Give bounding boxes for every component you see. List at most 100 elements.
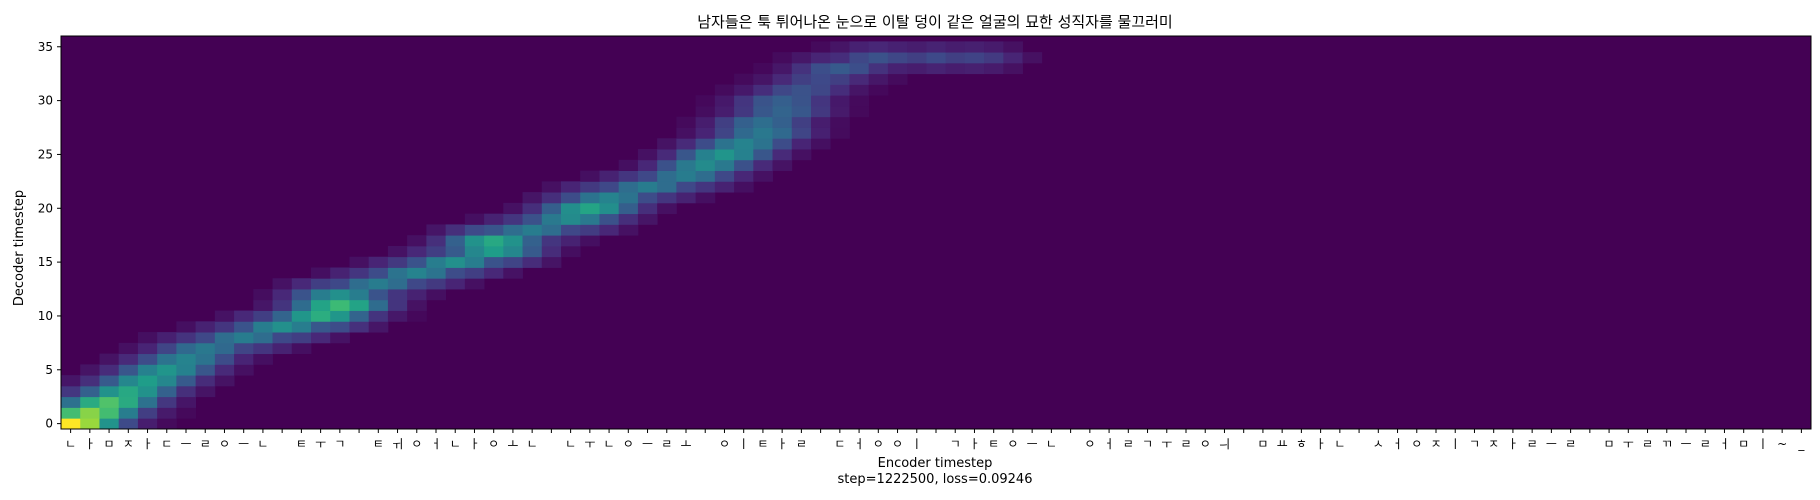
x-tick-label: ㅜ xyxy=(1623,437,1634,451)
heatmap-cell xyxy=(387,256,408,268)
heatmap-cell xyxy=(118,396,139,408)
x-tick-label: ㅡ xyxy=(238,437,249,451)
heatmap-cell xyxy=(407,245,427,258)
heatmap-cell xyxy=(907,41,927,53)
heatmap-cell xyxy=(407,289,427,301)
heatmap-cell xyxy=(349,321,370,333)
heatmap-cell xyxy=(657,149,677,161)
x-tick-label: ㅈ xyxy=(1430,437,1441,451)
heatmap-cell xyxy=(195,332,216,344)
heatmap-cell xyxy=(426,224,447,236)
heatmap-cell xyxy=(503,213,523,225)
heatmap-cell xyxy=(676,159,697,171)
heatmap-cell xyxy=(618,213,639,225)
x-tick-label: ㅓ xyxy=(1719,437,1730,451)
heatmap-cell xyxy=(811,105,831,118)
x-tick-label: ㅓ xyxy=(1392,437,1403,451)
heatmap-cell xyxy=(580,235,600,247)
heatmap-cell xyxy=(61,418,81,430)
heatmap-cell xyxy=(426,267,447,279)
heatmap-cell xyxy=(868,62,889,75)
heatmap-cell xyxy=(61,385,81,398)
heatmap-cell xyxy=(176,385,197,398)
x-tick-label: ㅜ xyxy=(584,437,595,451)
heatmap-cell xyxy=(618,202,639,215)
heatmap-cell xyxy=(541,192,562,204)
heatmap-cell xyxy=(561,181,581,193)
heatmap-cell xyxy=(118,385,139,398)
heatmap-cell xyxy=(330,267,350,279)
heatmap-cell xyxy=(811,73,831,85)
heatmap-cell xyxy=(926,52,947,64)
heatmap-cell xyxy=(214,342,235,355)
heatmap-cell xyxy=(176,407,197,419)
heatmap-cell xyxy=(811,138,831,150)
heatmap-cell xyxy=(311,278,331,290)
heatmap-cell xyxy=(772,62,793,75)
heatmap-cell xyxy=(349,267,370,279)
heatmap-cell xyxy=(99,396,120,408)
heatmap-cell xyxy=(522,224,543,236)
heatmap-cell xyxy=(349,310,370,322)
heatmap-cell xyxy=(368,289,389,301)
heatmap-cell xyxy=(484,245,504,258)
chart-title: 남자들은 툭 튀어나온 눈으로 이탈 덩이 같은 얼굴의 묘한 성직자를 물끄러… xyxy=(697,13,1172,31)
x-tick-label: ㄱ xyxy=(1469,437,1480,451)
heatmap-cell xyxy=(657,202,677,215)
heatmap-cell xyxy=(484,235,504,247)
heatmap-cell xyxy=(830,52,850,64)
heatmap-cell xyxy=(580,192,600,204)
heatmap-cell xyxy=(253,332,273,344)
x-tick-label: ㄴ xyxy=(65,437,76,451)
heatmap-cell xyxy=(561,202,581,215)
heatmap-cell xyxy=(80,385,100,398)
heatmap-cell xyxy=(195,353,216,365)
heatmap-cell xyxy=(484,224,504,236)
heatmap-cell xyxy=(734,138,754,150)
heatmap-cell xyxy=(849,62,870,75)
heatmap-cell xyxy=(137,396,158,408)
heatmap-cell xyxy=(714,127,735,139)
heatmap-cell xyxy=(791,127,812,139)
x-tick-label: ㅏ xyxy=(777,437,788,451)
x-tick-label: ~ xyxy=(1777,437,1787,451)
heatmap-cell xyxy=(349,299,370,311)
x-tick-label: ㅅ xyxy=(1373,437,1384,451)
heatmap-cell xyxy=(984,62,1004,75)
heatmap-cell xyxy=(118,353,139,365)
heatmap-cell xyxy=(464,213,485,225)
x-tick-label: ㄹ xyxy=(1700,437,1711,451)
heatmap-cell xyxy=(753,116,773,128)
heatmap-cell xyxy=(387,267,408,279)
heatmap-cell xyxy=(464,256,485,268)
heatmap-cell xyxy=(522,202,543,215)
heatmap-cell xyxy=(772,159,793,171)
x-tick-label: ㅗ xyxy=(680,437,691,451)
heatmap-cell xyxy=(791,116,812,128)
heatmap-cell xyxy=(349,278,370,290)
heatmap-cell xyxy=(657,170,677,182)
heatmap-cell xyxy=(868,73,889,85)
heatmap-cell xyxy=(791,62,812,75)
heatmap-cell xyxy=(484,256,504,268)
heatmap-cell xyxy=(714,95,735,107)
heatmap-cell xyxy=(580,224,600,236)
heatmap-cell xyxy=(714,181,735,193)
step-loss-label: step=1222500, loss=0.09246 xyxy=(838,472,1033,487)
x-tick-label: ㄹ xyxy=(1642,437,1653,451)
heatmap-cell xyxy=(657,181,677,193)
heatmap-cell xyxy=(772,116,793,128)
y-tick-label: 25 xyxy=(38,147,53,161)
heatmap-cell xyxy=(426,289,447,301)
heatmap-cell xyxy=(772,52,793,64)
heatmap-cell xyxy=(541,213,562,225)
heatmap-cell xyxy=(599,202,620,215)
heatmap-cell xyxy=(811,84,831,96)
x-tick-label: ㅁ xyxy=(1738,437,1749,451)
heatmap-cell xyxy=(695,127,716,139)
heatmap-cell xyxy=(887,62,908,75)
heatmap-cell xyxy=(118,364,139,376)
heatmap-cell xyxy=(445,256,466,268)
heatmap-cell xyxy=(330,310,350,322)
